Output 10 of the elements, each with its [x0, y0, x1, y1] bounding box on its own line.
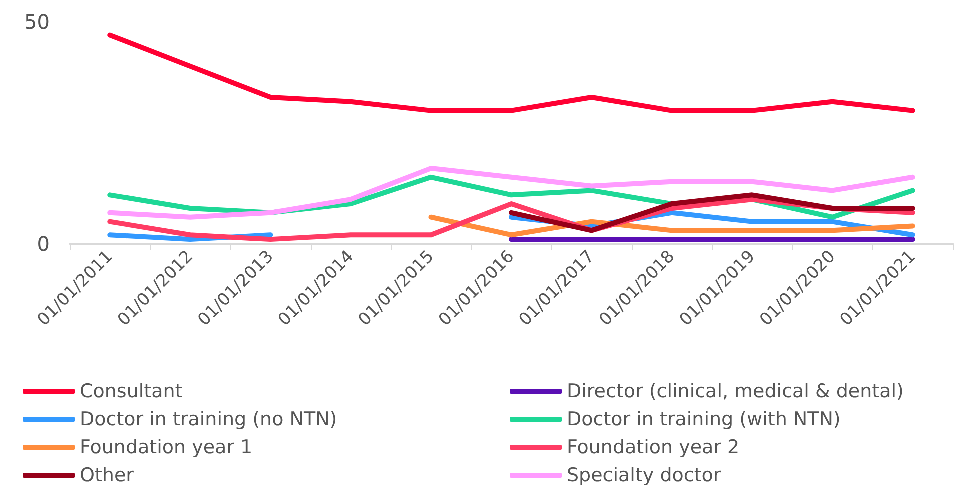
legend-label: Other [80, 464, 134, 486]
legend-label: Foundation year 2 [567, 436, 740, 458]
legend-label: Director (clinical, medical & dental) [567, 380, 904, 402]
legend-label: Consultant [80, 380, 183, 402]
y-tick-label: 0 [37, 232, 50, 256]
legend-label: Doctor in training (no NTN) [80, 408, 338, 430]
legend-label: Doctor in training (with NTN) [567, 408, 841, 430]
y-tick-label: 50 [24, 10, 50, 34]
legend-label: Foundation year 1 [80, 436, 253, 458]
legend-label: Specialty doctor [567, 464, 722, 486]
